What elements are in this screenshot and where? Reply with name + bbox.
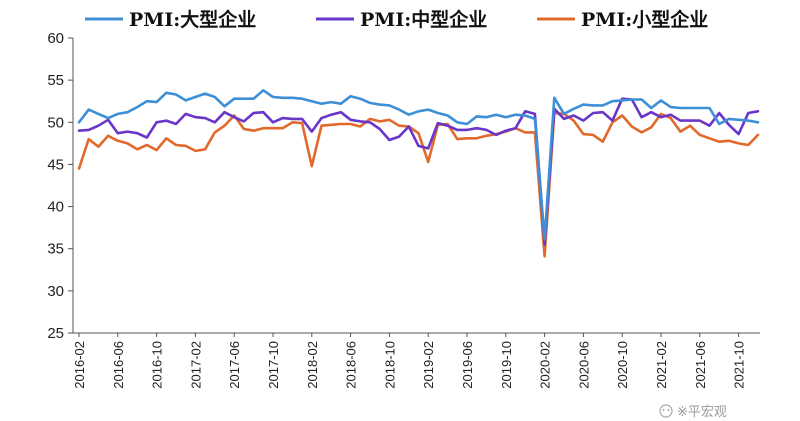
y-tick-label: 30 <box>47 283 64 300</box>
legend-label: PMI:小型企业 <box>581 8 708 31</box>
x-tick-label: 2018-10 <box>382 341 397 389</box>
x-tick-label: 2019-10 <box>499 341 514 389</box>
x-tick-label: 2021-02 <box>654 341 669 389</box>
x-tick-label: 2021-06 <box>693 341 708 389</box>
x-tick-label: 2017-10 <box>266 341 281 389</box>
series-line-1 <box>77 97 760 246</box>
x-tick-label: 2020-10 <box>615 341 630 389</box>
y-tick-label: 25 <box>47 325 64 342</box>
y-tick-label: 35 <box>47 241 64 258</box>
x-tick-label: 2020-02 <box>538 341 553 389</box>
chart-legend: PMI:大型企业 PMI:中型企业 PMI:小型企业 <box>85 8 708 31</box>
legend-item-1: PMI:中型企业 <box>316 8 487 31</box>
y-tick-label: 55 <box>47 72 64 89</box>
series-line-2 <box>77 111 760 258</box>
watermark: ※平宏观 <box>659 404 727 420</box>
watermark-text: ※平宏观 <box>677 405 727 420</box>
x-tick-label: 2018-06 <box>344 341 359 389</box>
y-tick-label: 60 <box>47 30 64 47</box>
x-tick-label: 2016-10 <box>150 341 165 389</box>
series-line-0 <box>77 89 760 241</box>
legend-label: PMI:中型企业 <box>360 8 487 31</box>
x-tick-label: 2017-02 <box>188 341 203 389</box>
x-tick-label: 2019-02 <box>421 341 436 389</box>
y-axis: 25 30 35 40 45 50 55 60 <box>47 30 74 342</box>
legend-label: PMI:大型企业 <box>129 8 256 31</box>
x-tick-label: 2016-06 <box>111 341 126 389</box>
legend-item-0: PMI:大型企业 <box>85 8 256 31</box>
y-tick-label: 40 <box>47 199 64 216</box>
watermark-logo-icon <box>659 404 673 418</box>
x-tick-label: 2020-06 <box>576 341 591 389</box>
x-tick-label: 2016-02 <box>72 341 87 389</box>
legend-item-2: PMI:小型企业 <box>537 8 708 31</box>
series-layer <box>77 89 760 258</box>
x-tick-label: 2021-10 <box>732 341 747 389</box>
x-tick-label: 2017-06 <box>227 341 242 389</box>
y-tick-label: 45 <box>47 156 64 173</box>
x-tick-label: 2019-06 <box>460 341 475 389</box>
x-axis: 2016-02 2016-06 2016-10 2017-02 2017-06 2017-… <box>72 332 760 389</box>
x-tick-label: 2018-02 <box>305 341 320 389</box>
y-tick-label: 50 <box>47 114 64 131</box>
